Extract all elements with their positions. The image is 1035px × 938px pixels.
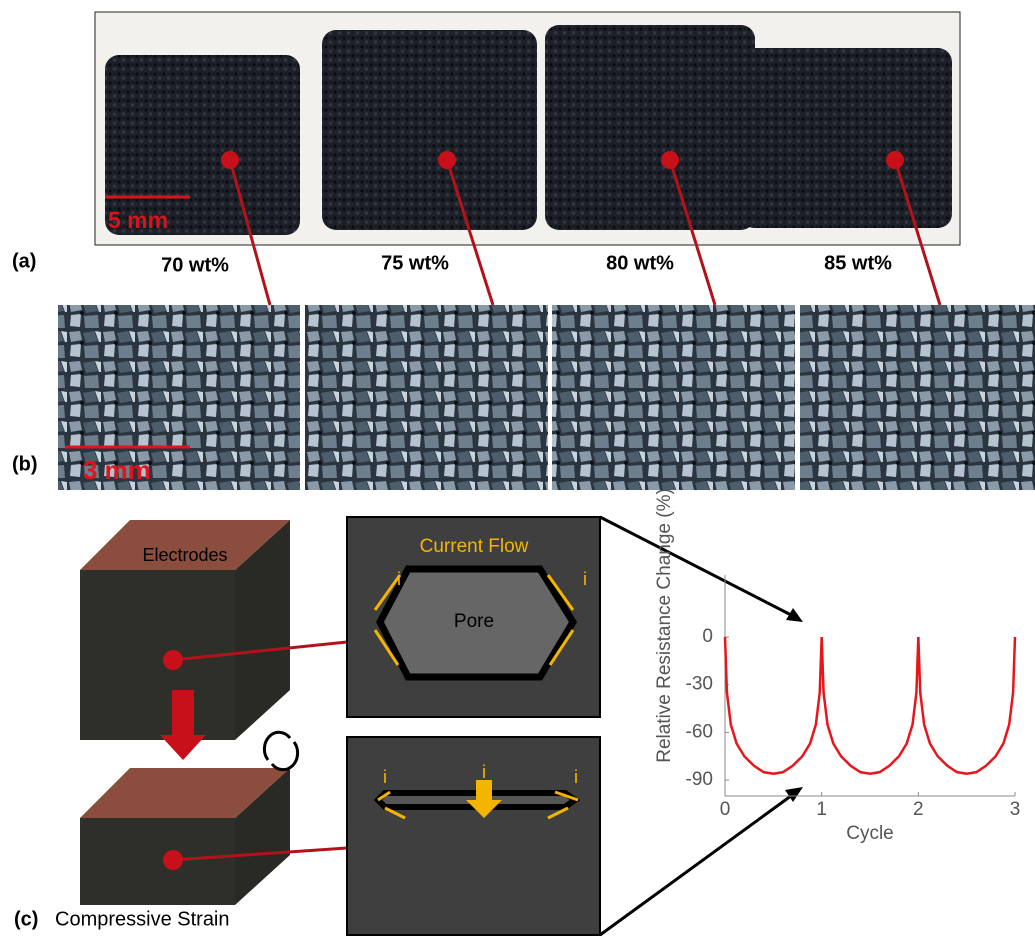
series-line — [725, 637, 1015, 774]
cube-front — [80, 818, 235, 905]
foam-sample — [322, 30, 537, 230]
current-label: i — [482, 762, 486, 782]
foam-sample — [545, 25, 755, 230]
current-label: i — [574, 767, 578, 787]
foam-sample — [740, 48, 952, 228]
current-label: i — [583, 569, 587, 589]
cube-label: Compressive Strain — [55, 908, 230, 930]
figure: 5 mm (a) 70 wt% 75 wt% 80 wt% 85 wt% 3 m… — [0, 0, 1035, 938]
flow-title: Current Flow — [420, 536, 529, 557]
x-tick-label: 3 — [1010, 799, 1021, 820]
y-tick-label: -30 — [686, 674, 713, 695]
y-axis-label: Relative Resistance Change (%) — [654, 488, 675, 763]
cycle-symbol — [264, 732, 297, 769]
x-tick-label: 1 — [816, 799, 827, 820]
sample-label: 70 wt% — [161, 254, 229, 276]
micrograph — [800, 305, 1035, 490]
sample-label: 80 wt% — [606, 252, 674, 274]
y-tick-label: -60 — [686, 721, 713, 742]
panel-label: (b) — [12, 453, 38, 475]
marker-dot — [163, 650, 183, 670]
pore-label: Pore — [454, 611, 494, 632]
x-tick-label: 0 — [720, 799, 731, 820]
scale-label: 5 mm — [108, 207, 168, 233]
x-tick-label: 2 — [913, 799, 924, 820]
scale-label: 3 mm — [83, 455, 151, 485]
panel-label: (a) — [12, 250, 36, 272]
cube-label: Electrodes — [142, 545, 227, 565]
marker-dot — [163, 850, 183, 870]
y-tick-label: 0 — [702, 626, 713, 647]
current-label: i — [397, 569, 401, 589]
micrograph — [305, 305, 548, 490]
sample-label: 85 wt% — [824, 252, 892, 274]
current-label: i — [383, 767, 387, 787]
micrograph — [552, 305, 795, 490]
x-axis-label: Cycle — [846, 823, 894, 844]
chart: 0 -30 -60 -90 0 1 2 3 Cycle Relative Resistance C… — [654, 488, 1020, 844]
y-tick-label: -90 — [686, 769, 713, 790]
panel-label: (c) — [14, 908, 38, 930]
sample-label: 75 wt% — [381, 252, 449, 274]
